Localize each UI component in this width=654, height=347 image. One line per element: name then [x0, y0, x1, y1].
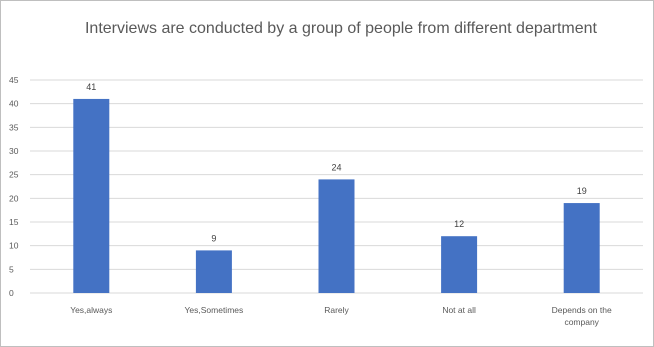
bar-2: [195, 250, 232, 293]
chart-title: Interviews are conducted by a group of p…: [84, 20, 597, 37]
data-labels: 41 9 24 12 19: [86, 82, 586, 243]
data-label: 19: [577, 186, 587, 196]
data-label: 24: [331, 162, 341, 172]
y-tick-label: 15: [9, 217, 19, 227]
data-label: 9: [211, 233, 216, 243]
bar-4: [441, 236, 478, 293]
x-tick-label: Rarely: [324, 305, 349, 315]
data-label: 41: [86, 82, 96, 92]
x-axis-labels: Yes,always Yes,Sometimes Rarely Not at all D…: [70, 305, 612, 327]
data-label: 12: [454, 219, 464, 229]
y-tick-label: 5: [9, 264, 14, 274]
x-tick-label: Depends on the company: [552, 305, 612, 327]
x-tick-label: Not at all: [442, 305, 476, 315]
y-tick-label: 35: [9, 122, 19, 132]
y-tick-label: 45: [9, 75, 19, 85]
bar-1: [73, 98, 110, 293]
y-tick-label: 10: [9, 241, 19, 251]
y-tick-label: 25: [9, 170, 19, 180]
bar-5: [563, 203, 600, 293]
x-tick-label: Yes,Sometimes: [185, 305, 244, 315]
bar-3: [318, 179, 355, 293]
y-axis-ticks: 0 5 10 15 20 25 30 35 40 45: [9, 75, 19, 298]
y-tick-label: 30: [9, 146, 19, 156]
x-tick-label: Yes,always: [70, 305, 112, 315]
y-tick-label: 20: [9, 193, 19, 203]
y-tick-label: 40: [9, 99, 19, 109]
bars: [73, 98, 600, 293]
y-tick-label: 0: [9, 288, 14, 298]
